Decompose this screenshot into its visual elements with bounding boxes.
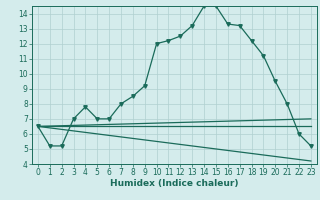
X-axis label: Humidex (Indice chaleur): Humidex (Indice chaleur) — [110, 179, 239, 188]
